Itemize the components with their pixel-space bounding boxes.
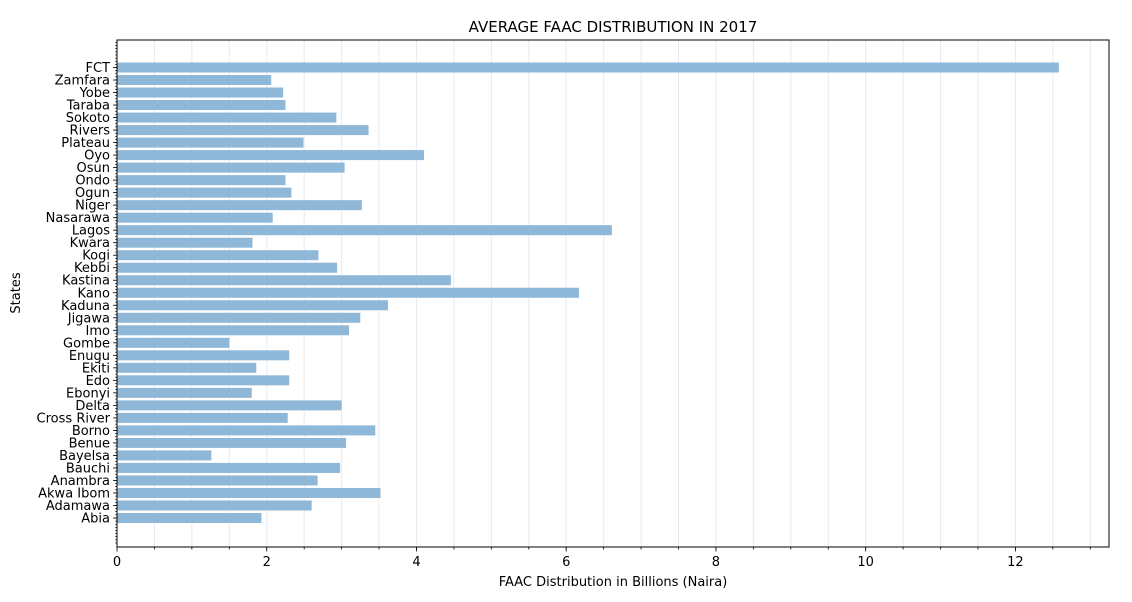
y-tick-label: Kaduna	[61, 299, 110, 314]
bar-akwa-ibom	[117, 487, 381, 498]
y-tick-label: Bayelsa	[59, 449, 110, 464]
bar-edo	[117, 375, 290, 386]
y-tick-label: Kastina	[62, 274, 110, 289]
y-tick-label: Ebonyi	[66, 386, 110, 401]
bar-kaduna	[117, 300, 389, 311]
bar-ogun	[117, 187, 292, 198]
x-tick-label: 0	[113, 555, 121, 570]
bar-lagos	[117, 225, 612, 236]
bar-rivers	[117, 125, 369, 136]
x-axis-ticks: 0 2 4 6 8 10 12	[113, 547, 1091, 570]
y-tick-label: Benue	[69, 436, 110, 451]
y-tick-label: Anambra	[51, 474, 110, 489]
y-tick-label: Zamfara	[55, 74, 110, 89]
bar-plateau	[117, 137, 304, 148]
y-tick-label: Enugu	[69, 349, 110, 364]
y-axis-label: States	[9, 272, 24, 313]
bar-cross-river	[117, 412, 288, 423]
bar-ondo	[117, 175, 286, 186]
bar-delta	[117, 400, 342, 411]
bar-jigawa	[117, 312, 361, 323]
x-tick-label: 4	[412, 555, 420, 570]
bar-enugu	[117, 350, 290, 361]
y-tick-label: Bauchi	[66, 461, 110, 476]
y-tick-label: Akwa Ibom	[38, 486, 110, 501]
y-tick-label: Ekiti	[82, 361, 110, 376]
y-tick-label: Niger	[75, 199, 111, 214]
y-tick-label: Ondo	[75, 174, 110, 189]
y-tick-label: Osun	[77, 161, 110, 176]
bar-kebbi	[117, 262, 338, 273]
y-tick-label: FCT	[86, 61, 111, 76]
bar-fct	[117, 62, 1059, 73]
y-tick-label: Cross River	[37, 411, 111, 426]
y-tick-label: Oyo	[84, 149, 110, 164]
bar-oyo	[117, 150, 424, 161]
bar-sokoto	[117, 112, 337, 123]
y-tick-label: Kwara	[70, 236, 110, 251]
bar-bayelsa	[117, 450, 212, 461]
bar-bauchi	[117, 462, 341, 473]
y-tick-label: Ogun	[75, 186, 110, 201]
x-axis-label: FAAC Distribution in Billions (Naira)	[499, 575, 728, 590]
x-tick-label: 2	[263, 555, 271, 570]
bar-kwara	[117, 237, 253, 248]
y-tick-label: Kogi	[82, 249, 110, 264]
bar-zamfara	[117, 75, 272, 86]
chart-title: AVERAGE FAAC DISTRIBUTION IN 2017	[469, 18, 758, 36]
bar-anambra	[117, 475, 318, 486]
bar-borno	[117, 425, 376, 436]
y-tick-label: Adamawa	[46, 499, 110, 514]
y-tick-label: Borno	[72, 424, 110, 439]
bar-gombe	[117, 337, 230, 348]
y-tick-label: Rivers	[70, 124, 111, 139]
y-tick-label: Edo	[86, 374, 110, 389]
y-tick-label: Kebbi	[74, 261, 110, 276]
y-tick-label: Nasarawa	[46, 211, 110, 226]
x-tick-label: 8	[712, 555, 720, 570]
bar-osun	[117, 162, 345, 173]
y-tick-label: Kano	[78, 286, 111, 301]
bar-ebonyi	[117, 387, 252, 398]
bar-ekiti	[117, 362, 257, 373]
bar-taraba	[117, 100, 286, 111]
y-tick-label: Sokoto	[66, 111, 110, 126]
bar-kogi	[117, 250, 319, 261]
y-tick-label: Imo	[86, 324, 110, 339]
plot-frame	[116, 39, 1110, 548]
bar-benue	[117, 437, 347, 448]
bar-yobe	[117, 87, 284, 98]
y-tick-label: Yobe	[79, 86, 110, 101]
bars-group	[117, 62, 1059, 524]
bar-nasarawa	[117, 212, 273, 223]
bar-kastina	[117, 275, 451, 286]
bar-niger	[117, 200, 362, 211]
y-tick-label: Abia	[81, 512, 110, 527]
x-tick-label: 12	[1007, 555, 1024, 570]
bar-kano	[117, 287, 579, 298]
y-tick-label: Lagos	[72, 224, 110, 239]
y-tick-label: Gombe	[63, 336, 110, 351]
x-tick-label: 10	[857, 555, 874, 570]
x-tick-label: 6	[562, 555, 570, 570]
y-tick-label: Jigawa	[67, 311, 110, 326]
bar-imo	[117, 325, 350, 336]
y-tick-label: Taraba	[66, 99, 110, 114]
y-tick-label: Delta	[75, 399, 110, 414]
bar-abia	[117, 512, 262, 524]
y-tick-label: Plateau	[61, 136, 110, 151]
grid-lines	[153, 40, 1091, 547]
bar-adamawa	[117, 500, 312, 511]
